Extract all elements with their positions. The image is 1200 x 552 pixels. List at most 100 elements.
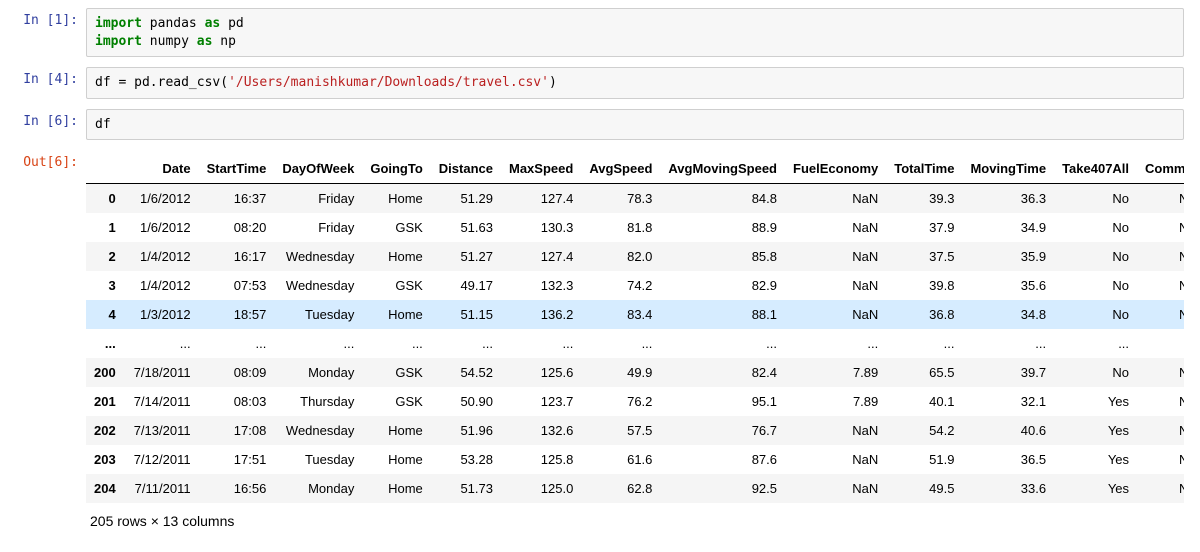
- table-row: 01/6/201216:37FridayHome51.29127.478.384…: [86, 184, 1184, 214]
- table-cell: 1/6/2012: [126, 213, 199, 242]
- row-index: 0: [86, 184, 126, 214]
- row-index: 201: [86, 387, 126, 416]
- table-cell: NaN: [1137, 242, 1184, 271]
- table-cell: Home: [362, 445, 430, 474]
- table-cell: Monday: [274, 474, 362, 503]
- table-cell: 62.8: [581, 474, 660, 503]
- table-cell: 130.3: [501, 213, 581, 242]
- table-cell: 65.5: [886, 358, 962, 387]
- table-cell: ...: [581, 329, 660, 358]
- table-cell: 57.5: [581, 416, 660, 445]
- code-input[interactable]: import pandas as pd import numpy as np: [86, 8, 1184, 57]
- table-cell: 51.96: [431, 416, 501, 445]
- table-cell: 1/6/2012: [126, 184, 199, 214]
- table-cell: 88.9: [660, 213, 785, 242]
- table-cell: NaN: [785, 184, 886, 214]
- table-cell: 125.0: [501, 474, 581, 503]
- table-cell: ...: [274, 329, 362, 358]
- table-cell: NaN: [785, 271, 886, 300]
- table-cell: 127.4: [501, 242, 581, 271]
- table-cell: NaN: [1137, 184, 1184, 214]
- table-cell: No: [1054, 213, 1137, 242]
- table-cell: GSK: [362, 213, 430, 242]
- table-cell: ...: [1054, 329, 1137, 358]
- table-row: 2007/18/201108:09MondayGSK54.52125.649.9…: [86, 358, 1184, 387]
- table-cell: ...: [785, 329, 886, 358]
- table-cell: 82.4: [660, 358, 785, 387]
- table-cell: 40.6: [962, 416, 1054, 445]
- table-cell: No: [1054, 271, 1137, 300]
- table-cell: Home: [362, 242, 430, 271]
- table-cell: 51.9: [886, 445, 962, 474]
- code-cell-1: In [1]: import pandas as pd import numpy…: [16, 8, 1184, 57]
- table-cell: 76.2: [581, 387, 660, 416]
- column-header: AvgSpeed: [581, 154, 660, 184]
- table-cell: 08:03: [199, 387, 275, 416]
- table-row: ........................................: [86, 329, 1184, 358]
- table-cell: ...: [362, 329, 430, 358]
- table-cell: 88.1: [660, 300, 785, 329]
- table-row: 11/6/201208:20FridayGSK51.63130.381.888.…: [86, 213, 1184, 242]
- table-cell: NaN: [785, 474, 886, 503]
- table-cell: NaN: [1137, 358, 1184, 387]
- table-cell: 125.6: [501, 358, 581, 387]
- table-cell: 37.5: [886, 242, 962, 271]
- table-cell: 7/13/2011: [126, 416, 199, 445]
- table-row: 2017/14/201108:03ThursdayGSK50.90123.776…: [86, 387, 1184, 416]
- table-cell: Wednesday: [274, 242, 362, 271]
- table-cell: .: [1137, 329, 1184, 358]
- table-cell: 1/4/2012: [126, 271, 199, 300]
- column-header: Comment: [1137, 154, 1184, 184]
- table-cell: 08:20: [199, 213, 275, 242]
- row-index: 203: [86, 445, 126, 474]
- table-cell: 82.0: [581, 242, 660, 271]
- row-index: 1: [86, 213, 126, 242]
- table-cell: 17:08: [199, 416, 275, 445]
- table-cell: No: [1054, 184, 1137, 214]
- code-input[interactable]: df = pd.read_csv('/Users/manishkumar/Dow…: [86, 67, 1184, 99]
- table-cell: 40.1: [886, 387, 962, 416]
- table-cell: 7.89: [785, 387, 886, 416]
- table-row: 2037/12/201117:51TuesdayHome53.28125.861…: [86, 445, 1184, 474]
- input-prompt: In [4]:: [16, 67, 86, 87]
- row-index: 202: [86, 416, 126, 445]
- table-cell: 7/12/2011: [126, 445, 199, 474]
- row-index: 2: [86, 242, 126, 271]
- table-cell: NaN: [1137, 300, 1184, 329]
- table-cell: 07:53: [199, 271, 275, 300]
- code-cell-2: In [4]: df = pd.read_csv('/Users/manishk…: [16, 67, 1184, 99]
- table-cell: GSK: [362, 358, 430, 387]
- table-cell: 92.5: [660, 474, 785, 503]
- table-cell: 74.2: [581, 271, 660, 300]
- table-cell: 7/14/2011: [126, 387, 199, 416]
- table-cell: Yes: [1054, 474, 1137, 503]
- table-cell: 132.6: [501, 416, 581, 445]
- table-cell: GSK: [362, 271, 430, 300]
- table-cell: 78.3: [581, 184, 660, 214]
- table-cell: 32.1: [962, 387, 1054, 416]
- table-cell: 51.15: [431, 300, 501, 329]
- table-cell: 51.27: [431, 242, 501, 271]
- table-cell: No: [1054, 300, 1137, 329]
- table-cell: 33.6: [962, 474, 1054, 503]
- table-cell: NaN: [1137, 445, 1184, 474]
- table-cell: ...: [126, 329, 199, 358]
- index-header: [86, 154, 126, 184]
- table-cell: 127.4: [501, 184, 581, 214]
- table-cell: Tuesday: [274, 300, 362, 329]
- column-header: MovingTime: [962, 154, 1054, 184]
- column-header: DayOfWeek: [274, 154, 362, 184]
- column-header: StartTime: [199, 154, 275, 184]
- code-input[interactable]: df: [86, 109, 1184, 141]
- table-cell: 84.8: [660, 184, 785, 214]
- table-cell: Home: [362, 416, 430, 445]
- table-cell: 16:56: [199, 474, 275, 503]
- table-cell: 08:09: [199, 358, 275, 387]
- table-cell: 36.3: [962, 184, 1054, 214]
- table-cell: 132.3: [501, 271, 581, 300]
- table-cell: Wednesday: [274, 416, 362, 445]
- table-cell: 39.7: [962, 358, 1054, 387]
- table-cell: 17:51: [199, 445, 275, 474]
- column-header: Distance: [431, 154, 501, 184]
- table-cell: 37.9: [886, 213, 962, 242]
